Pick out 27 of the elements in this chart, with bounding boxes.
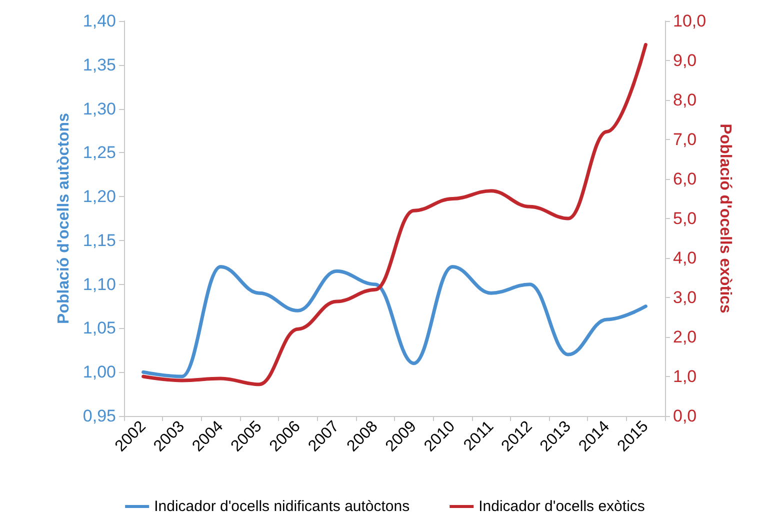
y-tick-label: 1,00 (82, 362, 116, 382)
y2-tick-label: 5,0 (673, 209, 697, 228)
y2-tick-label: 6,0 (673, 170, 697, 188)
y-tick-label: 1,25 (82, 143, 116, 162)
y2-tick-label: 0,0 (673, 406, 697, 426)
y2-tick-label: 4,0 (673, 248, 697, 268)
legend-label: Indicador d'ocells nidificants autòctons (154, 498, 410, 515)
y2-tick-label: 9,0 (673, 51, 697, 70)
y-axis-title: Població d'ocells autòctons (56, 112, 72, 324)
line-series (142, 265, 648, 378)
y2-tick-label: 3,0 (673, 288, 697, 307)
y2-tick-label: 7,0 (673, 130, 697, 149)
y-tick-label: 1,30 (82, 99, 116, 118)
y2-tick-label: 2,0 (673, 328, 697, 346)
legend-label: Indicador d'ocells exòtics (478, 498, 645, 515)
y-tick-label: 1,20 (82, 187, 116, 206)
y-tick-label: 1,05 (82, 318, 116, 338)
y-tick-label: 1,35 (82, 55, 116, 74)
y2-axis-title: Població d'ocells exòtics (716, 124, 734, 314)
y2-tick-label: 8,0 (673, 90, 697, 110)
y2-tick-label: 1,0 (673, 367, 697, 386)
y-tick-label: 1,10 (82, 274, 116, 294)
y2-tick-label: 10,0 (673, 12, 706, 30)
y-tick-label: 0,95 (82, 406, 116, 426)
line-series (142, 42, 648, 386)
y-tick-label: 1,15 (82, 230, 116, 250)
y-tick-label: 1,40 (82, 12, 116, 30)
